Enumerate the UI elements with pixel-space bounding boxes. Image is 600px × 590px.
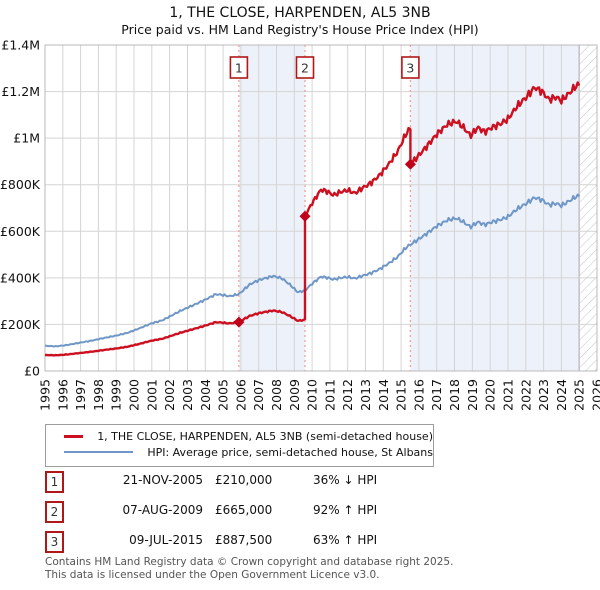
transaction-vs-hpi: 92% ↑ HPI: [313, 503, 378, 517]
x-axis-tick-label: 2022: [518, 379, 533, 411]
x-axis-tick-label: 2009: [287, 379, 302, 411]
x-axis-labels: 1995 1996 1997 1998 1999 2000 2001 2002 2003 2004…: [38, 379, 600, 411]
sale-number-box: [401, 56, 420, 79]
transaction-price: £887,500: [215, 533, 273, 547]
x-axis-tick-label: 2024: [554, 379, 569, 411]
x-axis-tick-label: 2000: [127, 379, 142, 411]
transaction-row: 3 09-JUL-2015 £887,500 63% ↑ HPI: [45, 531, 555, 553]
x-axis-tick-label: 2021: [501, 379, 516, 411]
x-axis-tick-label: 2023: [536, 379, 551, 411]
x-axis-tick-label: 2007: [251, 379, 266, 411]
ownership-period-shading: [410, 45, 580, 371]
legend-label-price: 1, THE CLOSE, HARPENDEN, AL5 3NB (semi-d…: [97, 429, 433, 443]
price-chart: 1, THE CLOSE, HARPENDEN, AL5 3NB Price p…: [0, 5, 600, 411]
sale-number-box: [295, 56, 315, 79]
transaction-row: 2 07-AUG-2009 £665,000 92% ↑ HPI: [45, 501, 555, 523]
y-axis-tick-label: £600K: [0, 224, 41, 239]
x-axis-tick-label: 2013: [358, 379, 373, 411]
transaction-price: £210,000: [215, 473, 273, 487]
x-axis-tick-label: 1999: [109, 379, 124, 411]
x-axis-tick-label: 1995: [38, 379, 53, 411]
sale-number: 3: [406, 61, 414, 76]
x-axis-tick-label: 2003: [180, 379, 195, 411]
x-axis-tick-label: 2006: [233, 379, 248, 411]
x-axis-tick-label: 2002: [162, 379, 177, 411]
x-axis-tick-label: 2004: [198, 379, 213, 411]
legend-label-hpi: HPI: Average price, semi-detached house,…: [147, 445, 433, 459]
x-axis-tick-label: 2020: [483, 379, 498, 411]
x-axis-tick-label: 2019: [465, 379, 480, 411]
y-axis-tick-label: £1M: [13, 131, 40, 146]
y-axis-tick-label: £800K: [0, 177, 41, 192]
x-axis-tick-label: 1998: [91, 379, 106, 411]
chart-title: 1, THE CLOSE, HARPENDEN, AL5 3NB: [169, 5, 430, 21]
ownership-period-shading: [238, 45, 305, 371]
x-axis-tick-label: 2026: [590, 379, 600, 411]
x-axis-tick-label: 2017: [429, 379, 444, 411]
future-hatch: [579, 45, 597, 371]
transaction-vs-hpi: 36% ↓ HPI: [313, 473, 378, 487]
plot-border: [44, 44, 598, 372]
x-axis-tick-label: 2012: [340, 379, 355, 411]
sale-marker-diamond: [233, 316, 245, 328]
transaction-row: 1 21-NOV-2005 £210,000 36% ↓ HPI: [45, 471, 555, 493]
x-axis-tick-label: 1996: [55, 379, 70, 411]
legend-row-hpi: HPI: Average price, semi-detached house,…: [46, 444, 433, 460]
price-series-path: [44, 81, 581, 357]
transaction-date: 07-AUG-2009: [122, 503, 204, 517]
sale-marker-diamond: [404, 158, 416, 170]
x-axis-tick-label: 2025: [572, 379, 587, 411]
x-axis-tick-label: 2010: [305, 379, 320, 411]
future-hatch-region: [578, 45, 597, 371]
transaction-date: 09-JUL-2015: [129, 533, 203, 547]
price-line: [44, 81, 581, 357]
license-line-1: Contains HM Land Registry data © Crown c…: [45, 556, 454, 568]
y-axis-tick-label: £0: [24, 364, 40, 379]
x-axis-tick-label: 2015: [394, 379, 409, 411]
license-line-2: This data is licensed under the Open Gov…: [45, 568, 380, 581]
transaction-number-badge: 1: [45, 471, 64, 493]
hpi-line-swatch: [64, 451, 134, 453]
y-axis-tick-label: £1.2M: [1, 84, 40, 99]
chart-legend: 1, THE CLOSE, HARPENDEN, AL5 3NB (semi-d…: [45, 424, 434, 467]
y-axis-tick-label: £1.4M: [1, 38, 40, 53]
x-axis-tick-label: 2014: [376, 379, 391, 411]
x-axis-tick-label: 1997: [73, 379, 88, 411]
x-axis-tick-label: 2001: [144, 379, 159, 411]
transaction-price: £665,000: [215, 503, 273, 517]
y-axis-tick-label: £200K: [0, 317, 41, 332]
transaction-number-badge: 3: [45, 531, 64, 553]
x-axis-tick-label: 2016: [411, 379, 426, 411]
hpi-series-path: [44, 193, 580, 348]
chart-subtitle: Price paid vs. HM Land Registry's House …: [121, 22, 478, 37]
transaction-vs-hpi: 63% ↑ HPI: [313, 533, 378, 547]
transaction-number-badge: 2: [45, 501, 64, 523]
sale-number: 1: [235, 61, 243, 76]
plot-frame: [44, 44, 598, 372]
transaction-date: 21-NOV-2005: [122, 473, 203, 487]
sale-number-boxes: 1 2 3: [229, 56, 420, 79]
sale-marker-diamond: [299, 210, 311, 222]
sale-number-box: [229, 56, 249, 79]
y-axis-labels: £0 £200K £400K £600K £800K £1M £1.2M £1.4M: [0, 38, 41, 379]
x-axis-tick-label: 2005: [216, 379, 231, 411]
y-axis-tick-label: £400K: [0, 270, 41, 285]
legend-row-price: 1, THE CLOSE, HARPENDEN, AL5 3NB (semi-d…: [46, 428, 433, 444]
x-axis-tick-label: 2008: [269, 379, 284, 411]
x-axis-tick-label: 2011: [322, 379, 337, 411]
license-footer: Contains HM Land Registry data © Crown c…: [45, 556, 585, 581]
x-axis-tick-label: 2018: [447, 379, 462, 411]
price-line-swatch: [64, 434, 84, 438]
hpi-line: [44, 193, 580, 348]
sale-markers: [233, 158, 416, 328]
sale-number: 2: [301, 61, 309, 76]
